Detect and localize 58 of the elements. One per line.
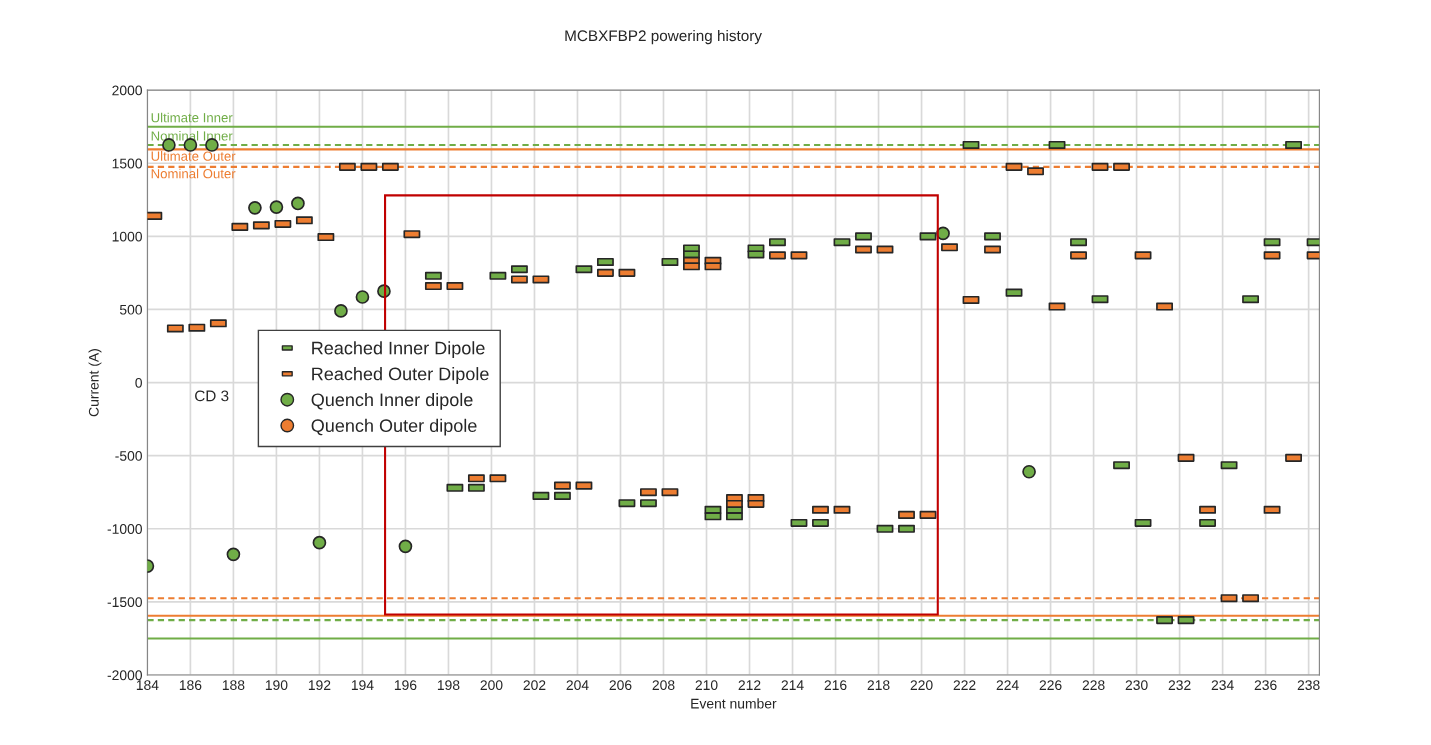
x-tick-label: 230	[1125, 680, 1148, 691]
legend-label: Reached Outer Dipole	[312, 367, 489, 384]
x-tick-label: 208	[652, 680, 675, 691]
x-tick-label: 226	[1039, 680, 1062, 691]
y-tick-label: 1500	[112, 158, 142, 169]
point	[334, 304, 348, 318]
point	[312, 535, 327, 550]
x-tick-label: 186	[179, 680, 202, 691]
x-tick-label: 224	[996, 680, 1019, 690]
x-tick-label: 216	[824, 680, 847, 691]
x-tick-label: 228	[1082, 680, 1105, 691]
x-tick-label: 212	[738, 680, 761, 690]
x-tick-label: 196	[394, 680, 417, 691]
legend-label: Quench Inner dipole	[311, 392, 473, 410]
ref-line-label: Ultimate Outer	[151, 151, 236, 161]
y-tick-label: -500	[115, 450, 142, 461]
x-tick-label: 190	[265, 680, 288, 691]
point	[248, 200, 262, 215]
ref-line-label: Nominal Outer	[151, 168, 236, 179]
y-tick-label: 500	[119, 304, 142, 315]
ref-line-label: Ultimate Inner	[151, 112, 233, 123]
x-tick-label: 210	[695, 680, 718, 691]
ref-line-label: Nominal Inner	[151, 130, 233, 141]
x-tick-label: 234	[1211, 680, 1234, 691]
chart-title: MCBXFBP2 powering history	[565, 29, 762, 45]
x-tick-label: 220	[910, 680, 933, 691]
legend-label: Reached Inner Dipole	[312, 341, 485, 359]
x-tick-label: 214	[781, 680, 804, 690]
x-tick-label: 218	[867, 680, 890, 691]
y-tick-label: -1500	[107, 597, 142, 608]
y-tick-label: 2000	[112, 85, 142, 96]
point	[398, 539, 413, 554]
y-tick-label: -2000	[107, 670, 142, 681]
x-tick-label: 200	[480, 680, 503, 691]
x-tick-label: 194	[351, 680, 374, 691]
point	[226, 547, 241, 562]
x-tick-label: 192	[308, 680, 331, 691]
x-tick-label: 232	[1168, 680, 1191, 691]
x-tick-label: 202	[523, 680, 546, 691]
point	[1022, 464, 1036, 479]
y-tick-label: -1000	[107, 524, 142, 534]
point	[269, 200, 284, 214]
x-tick-label: 188	[222, 680, 245, 691]
legend-label: Quench Outer dipole	[311, 418, 477, 436]
y-axis-title: Current (A)	[88, 349, 102, 417]
point	[355, 290, 370, 304]
x-tick-label: 222	[953, 680, 976, 690]
x-axis-title: Event number	[691, 698, 777, 709]
x-tick-label: 238	[1297, 680, 1320, 691]
y-tick-label: 1000	[112, 231, 142, 242]
x-tick-label: 204	[566, 680, 589, 691]
x-tick-label: 206	[609, 680, 632, 691]
x-tick-label: 198	[437, 680, 460, 691]
y-tick-label: 0	[135, 377, 142, 388]
x-tick-label: 236	[1254, 680, 1277, 691]
point	[291, 196, 305, 211]
annotation: CD 3	[195, 390, 229, 402]
x-tick-label: 184	[136, 680, 159, 691]
